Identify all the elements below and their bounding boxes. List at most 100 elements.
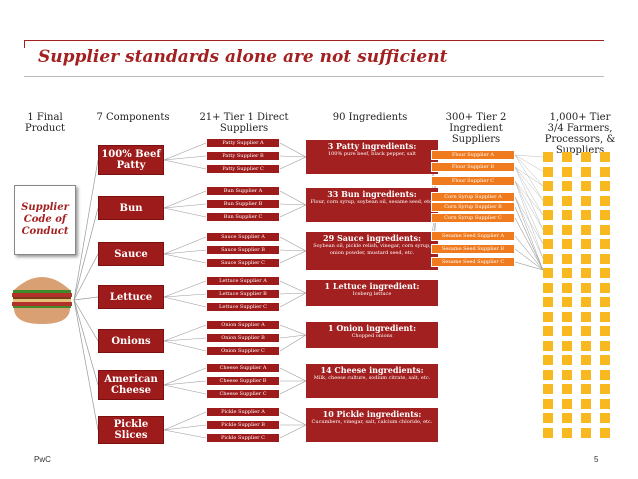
- header-components: 7 Components: [96, 112, 170, 123]
- connector-line: [514, 196, 544, 245]
- tier34-square: [581, 167, 591, 177]
- tier1-supplier: Sauce Supplier A: [206, 232, 280, 242]
- tier1-supplier: Cheese Supplier B: [206, 376, 280, 386]
- header-tier1: 21+ Tier 1 Direct Suppliers: [199, 112, 289, 134]
- connector-line: [514, 166, 544, 216]
- ingredient-detail: 100% pure beef, black pepper, salt: [327, 151, 417, 157]
- tier34-square: [600, 370, 610, 380]
- connector-line: [279, 367, 307, 382]
- connector-line: [163, 384, 207, 395]
- tier34-square: [543, 399, 553, 409]
- header-final-product: 1 Final Product: [25, 112, 65, 134]
- tier34-square: [600, 239, 610, 249]
- ingredient-heading: 14 Cheese ingredients:: [320, 365, 424, 375]
- supplier-code-of-conduct: Supplier Code of Conduct: [14, 185, 76, 255]
- tier34-square: [543, 181, 553, 191]
- tier34-square: [600, 297, 610, 307]
- tier34-square: [581, 268, 591, 278]
- component-american-cheese: American Cheese: [98, 370, 164, 400]
- ingredient-detail: Milk, cheese culture, sodium citrate, sa…: [313, 375, 431, 381]
- connector-line: [163, 155, 207, 161]
- tier34-square: [600, 283, 610, 293]
- tier34-square: [543, 384, 553, 394]
- tier34-square: [543, 225, 553, 235]
- tier34-square: [543, 355, 553, 365]
- connector-line: [163, 367, 207, 386]
- tier1-supplier: Pickle Supplier A: [206, 407, 280, 417]
- tier34-square: [562, 326, 572, 336]
- tier34-square: [600, 268, 610, 278]
- connector-line: [73, 296, 99, 301]
- tier34-square: [600, 326, 610, 336]
- connector-line: [279, 334, 307, 352]
- connector-line: [279, 424, 307, 439]
- tier34-square: [600, 312, 610, 322]
- tier34-square: [600, 225, 610, 235]
- connector-line: [163, 236, 207, 255]
- connector-line: [279, 334, 307, 339]
- tier34-square: [581, 297, 591, 307]
- tier34-square: [581, 326, 591, 336]
- tier34-square: [562, 268, 572, 278]
- connector-line: [163, 249, 207, 255]
- tier34-square: [581, 210, 591, 220]
- connector-line: [514, 196, 544, 271]
- connector-line: [163, 380, 207, 386]
- connector-line: [514, 154, 544, 158]
- tier34-square: [543, 239, 553, 249]
- connector-line: [514, 166, 544, 201]
- component-onions: Onions: [98, 329, 164, 353]
- tier1-supplier: Onion Supplier C: [206, 346, 280, 356]
- ingredient-box-patty: 3 Patty ingredients: 100% pure beef, bla…: [306, 140, 438, 174]
- connector-line: [163, 190, 207, 209]
- tier34-square: [543, 312, 553, 322]
- tier1-supplier: Sauce Supplier C: [206, 258, 280, 268]
- connector-line: [163, 159, 207, 170]
- tier34-square: [562, 312, 572, 322]
- tier34-square: [562, 384, 572, 394]
- connector-line: [163, 429, 207, 439]
- connector-line: [279, 380, 307, 395]
- tier34-square: [600, 399, 610, 409]
- connector-line: [279, 292, 307, 308]
- connector-line: [163, 207, 207, 218]
- tier34-square: [543, 297, 553, 307]
- tier34-square: [600, 196, 610, 206]
- tier34-square: [543, 152, 553, 162]
- page-title: Supplier standards alone are not suffici…: [38, 47, 448, 67]
- connector-line: [163, 142, 207, 161]
- header-tier34: 1,000+ Tier 3/4 Farmers, Processors, & S…: [544, 112, 616, 156]
- connector-line: [279, 203, 307, 206]
- tier2-supplier: Corn Syrup Supplier B: [431, 202, 515, 212]
- connector-line: [279, 142, 307, 158]
- connector-line: [514, 248, 544, 271]
- header-ingredients: 90 Ingredients: [332, 112, 408, 123]
- tier34-square: [581, 181, 591, 191]
- connector-line: [163, 293, 207, 298]
- connector-line: [514, 154, 544, 172]
- tier2-supplier: Flour Supplier C: [431, 176, 515, 186]
- connector-line: [279, 204, 307, 218]
- hamburger-icon: [12, 277, 72, 324]
- header-tier2: 300+ Tier 2 Ingredient Suppliers: [445, 112, 507, 145]
- ingredient-heading: 33 Bun ingredients:: [327, 189, 417, 199]
- top-rule: [24, 40, 604, 41]
- tier1-supplier: Onion Supplier B: [206, 333, 280, 343]
- connector-line: [279, 250, 307, 264]
- connector-line: [514, 180, 544, 245]
- tier34-square: [600, 413, 610, 423]
- tier34-square: [581, 384, 591, 394]
- tier2-supplier: Flour Supplier B: [431, 162, 515, 172]
- connector-line: [514, 154, 544, 187]
- tier34-square: [581, 341, 591, 351]
- tier34-square: [543, 210, 553, 220]
- connector-line: [514, 154, 544, 201]
- tier1-supplier: Lettuce Supplier B: [206, 289, 280, 299]
- component-lettuce: Lettuce: [98, 285, 164, 309]
- ingredient-box-bun: 33 Bun ingredients: Flour, corn syrup, s…: [306, 188, 438, 222]
- tier34-square: [600, 428, 610, 438]
- connector-line: [514, 196, 544, 259]
- tier1-supplier: Patty Supplier C: [206, 164, 280, 174]
- tier34-square: [562, 181, 572, 191]
- connector-line: [514, 180, 544, 230]
